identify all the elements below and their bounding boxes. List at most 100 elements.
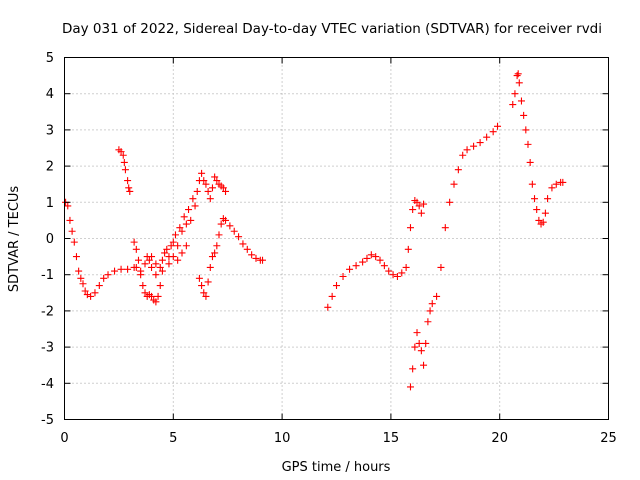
data-point — [398, 269, 406, 277]
data-point — [489, 128, 497, 136]
data-point — [422, 339, 430, 347]
series-seg1 — [62, 198, 138, 300]
series-seg3 — [130, 238, 164, 306]
y-tick-label: 1 — [46, 196, 54, 211]
x-tick-labels: 0 5 10 15 20 25 — [60, 431, 616, 446]
data-point — [124, 265, 132, 273]
data-point — [239, 240, 247, 248]
data-point — [75, 267, 83, 275]
x-tick-label: 5 — [169, 431, 177, 446]
data-point — [124, 177, 132, 185]
data-point — [415, 202, 423, 210]
data-point — [81, 287, 89, 295]
data-point — [380, 262, 388, 270]
data-point — [174, 256, 182, 264]
y-tick-label: -2 — [41, 304, 54, 319]
data-point — [363, 254, 371, 262]
y-tick-label: -4 — [41, 377, 54, 392]
data-point — [134, 256, 142, 264]
data-point — [132, 263, 140, 271]
data-point — [359, 258, 367, 266]
data-point — [169, 253, 177, 261]
data-point — [119, 151, 127, 159]
data-point — [454, 166, 462, 174]
data-point — [535, 216, 543, 224]
data-point — [213, 177, 221, 185]
data-point — [446, 198, 454, 206]
data-point — [424, 318, 432, 326]
data-point — [402, 263, 410, 271]
data-point — [180, 213, 188, 221]
data-point — [120, 158, 128, 166]
data-point — [104, 271, 112, 279]
series-seg2 — [115, 146, 134, 195]
data-point — [433, 292, 441, 300]
chart-title: Day 031 of 2022, Sidereal Day-to-day VTE… — [62, 21, 602, 37]
data-point — [141, 289, 149, 297]
data-point — [174, 242, 182, 250]
data-point — [185, 206, 193, 214]
data-point — [333, 282, 340, 290]
data-point — [409, 365, 417, 373]
data-point — [191, 202, 199, 210]
data-point — [204, 278, 212, 286]
data-point — [193, 187, 201, 195]
data-point — [522, 126, 530, 134]
data-point — [459, 151, 467, 159]
y-tick-label: 5 — [46, 51, 54, 66]
data-point — [211, 249, 219, 257]
data-point — [117, 265, 125, 273]
data-point — [100, 274, 108, 282]
data-point — [182, 220, 190, 228]
data-point — [328, 292, 336, 300]
x-tick-label: 25 — [600, 431, 617, 446]
data-point — [235, 233, 243, 241]
data-point — [559, 178, 567, 186]
data-point — [198, 282, 206, 290]
series-seg6 — [195, 215, 267, 300]
grid — [64, 57, 609, 420]
data-point — [417, 209, 425, 217]
data-point — [117, 148, 125, 156]
data-point — [208, 253, 216, 261]
data-point — [141, 260, 149, 268]
data-point — [548, 184, 556, 192]
data-point — [189, 195, 197, 203]
data-point — [165, 260, 173, 268]
data-point — [420, 361, 428, 369]
data-point — [178, 249, 186, 257]
data-point — [130, 238, 138, 246]
data-point — [156, 263, 164, 271]
data-point — [509, 101, 517, 109]
data-point — [208, 184, 216, 192]
data-point — [154, 292, 162, 300]
data-point — [202, 180, 210, 188]
data-point — [176, 224, 184, 232]
y-tick-label: 0 — [46, 232, 54, 247]
data-point — [68, 227, 76, 235]
data-point — [77, 274, 85, 282]
data-point — [413, 329, 421, 337]
data-point — [483, 133, 491, 141]
data-point — [339, 273, 347, 281]
x-tick-label: 0 — [60, 431, 68, 446]
series-seg8 — [406, 122, 502, 391]
axis-ticks — [64, 57, 609, 420]
x-tick-label: 15 — [383, 431, 400, 446]
y-tick-label: 4 — [46, 87, 54, 102]
data-point — [95, 282, 103, 290]
data-point — [441, 224, 449, 232]
data-point — [413, 198, 421, 206]
series-seg9 — [509, 70, 567, 228]
data-point — [514, 70, 522, 78]
data-point — [324, 303, 332, 311]
data-point — [171, 231, 179, 239]
y-tick-label: 2 — [46, 160, 54, 175]
data-point — [72, 253, 80, 261]
data-point — [376, 256, 384, 264]
data-point — [145, 256, 153, 264]
data-point — [217, 220, 225, 228]
data-point — [417, 347, 425, 355]
data-point — [206, 263, 214, 271]
